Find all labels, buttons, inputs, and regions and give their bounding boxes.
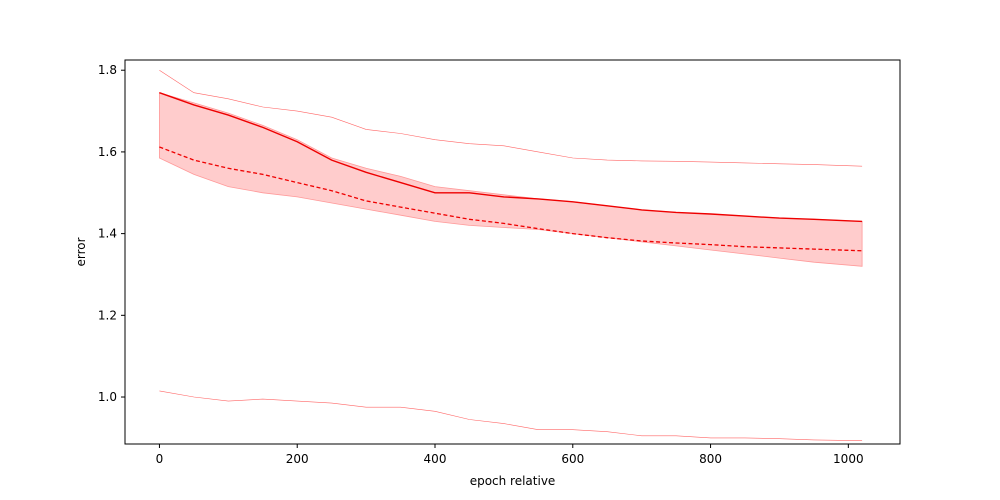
dashed-line <box>159 146 863 252</box>
y-tick-label: 1.2 <box>98 308 117 322</box>
x-tick-label: 1000 <box>833 452 864 466</box>
shaded-band <box>158 92 863 267</box>
x-axis-label: epoch relative <box>470 474 556 488</box>
upper-thin-line <box>159 69 863 167</box>
axes-frame <box>124 59 901 445</box>
y-tick-label: 1.0 <box>98 390 117 404</box>
solid-line <box>159 92 863 223</box>
y-tick-label: 1.4 <box>98 227 117 241</box>
x-tick-label: 600 <box>561 452 584 466</box>
x-tick-label: 200 <box>286 452 309 466</box>
y-axis-label: error <box>74 237 88 266</box>
x-tick-label: 800 <box>699 452 722 466</box>
x-tick-label: 0 <box>156 452 164 466</box>
lower-thin-line <box>159 390 863 441</box>
plot-area <box>158 69 863 441</box>
y-tick-label: 1.8 <box>98 63 117 77</box>
ticks: 0 200 400 600 800 1000 1.0 1.2 1.4 1.6 1.8 <box>98 63 864 466</box>
y-tick-label: 1.6 <box>98 145 117 159</box>
x-tick-label: 400 <box>424 452 447 466</box>
